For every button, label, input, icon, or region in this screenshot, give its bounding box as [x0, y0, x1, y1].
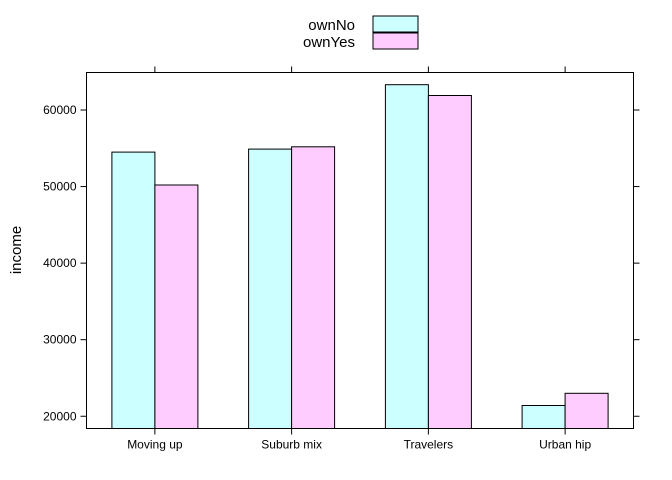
legend-label-ownYes: ownYes — [303, 34, 355, 51]
bar-ownNo-urban-hip — [521, 405, 566, 429]
y-tick-label: 60000 — [43, 103, 77, 117]
bar-ownNo-suburb-mix — [248, 148, 293, 429]
y-tick-label: 50000 — [43, 180, 77, 194]
legend-swatch-ownYes — [372, 32, 419, 50]
y-tick-label: 20000 — [43, 409, 77, 423]
x-axis-ticks: Moving up Suburb mix Travelers Urban hip — [127, 66, 591, 452]
plot-frame — [86, 72, 634, 429]
legend-swatch-ownNo — [372, 15, 419, 33]
x-tick-label: Travelers — [404, 438, 454, 452]
bar-ownYes-suburb-mix — [291, 146, 336, 430]
x-tick-label: Moving up — [127, 438, 183, 452]
y-tick-label: 40000 — [43, 256, 77, 270]
y-axis-title: income — [8, 226, 25, 274]
bar-ownNo-travelers — [384, 84, 429, 429]
bar-ownYes-travelers — [427, 95, 472, 429]
x-tick-label: Urban hip — [539, 438, 591, 452]
bar-ownNo-moving-up — [111, 151, 156, 429]
y-axis-ticks: 20000 30000 40000 50000 60000 — [43, 103, 640, 423]
bars-group — [111, 84, 609, 430]
legend: ownNo ownYes — [303, 15, 419, 51]
bar-ownYes-moving-up — [154, 184, 199, 429]
x-tick-label: Suburb mix — [261, 438, 322, 452]
bar-ownYes-urban-hip — [564, 392, 609, 429]
legend-label-ownNo: ownNo — [308, 17, 355, 34]
y-tick-label: 30000 — [43, 333, 77, 347]
